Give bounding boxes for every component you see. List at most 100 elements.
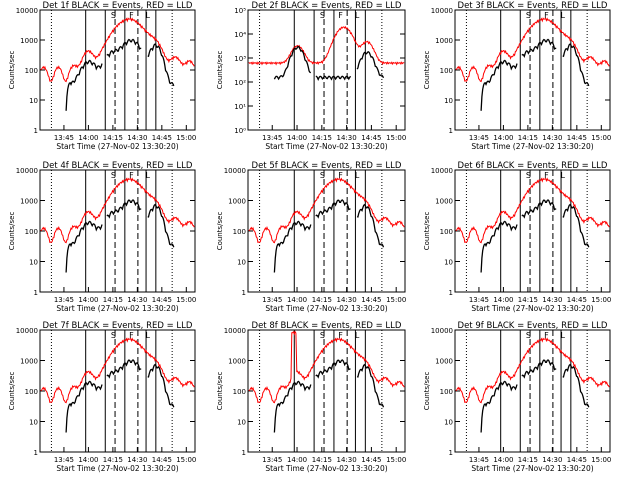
x-tick-label: 13:45 bbox=[54, 296, 74, 304]
x-tick-label: 15:00 bbox=[591, 296, 611, 304]
y-tick-label: 10 bbox=[444, 259, 453, 267]
x-tick-label: 14:30 bbox=[127, 296, 147, 304]
interval-marker-label: F bbox=[129, 331, 134, 340]
detector-panel-6: Det 6f BLACK = Events, RED = LLD 1 10 100 10… bbox=[423, 161, 611, 313]
x-tick-label: 14:15 bbox=[518, 456, 538, 464]
panel-title: Det 6f BLACK = Events, RED = LLD bbox=[458, 161, 608, 171]
y-tick-label: 1000 bbox=[228, 198, 246, 206]
y-axis-label: Counts/sec bbox=[8, 51, 16, 90]
series-line-events bbox=[65, 199, 175, 273]
y-tick-label: 10000 bbox=[431, 167, 453, 175]
interval-marker-label: L bbox=[355, 171, 360, 180]
interval-marker-label: F bbox=[544, 171, 549, 180]
x-tick-label: 15:00 bbox=[591, 134, 611, 142]
interval-marker-label: L bbox=[560, 11, 565, 20]
y-tick-label: 10 bbox=[29, 419, 38, 427]
x-tick-label: 14:30 bbox=[542, 296, 562, 304]
x-axis-label: Start Time (27-Nov-02 13:30:20) bbox=[56, 464, 178, 473]
x-tick-label: 14:00 bbox=[493, 456, 513, 464]
y-axis-label: Counts/sec bbox=[216, 212, 224, 251]
interval-marker-label: S bbox=[111, 171, 116, 180]
x-axis-label: Start Time (27-Nov-02 13:30:20) bbox=[471, 464, 593, 473]
y-tick-label: 10000 bbox=[16, 7, 38, 15]
x-tick-label: 14:15 bbox=[103, 296, 123, 304]
y-tick-label: 10 bbox=[29, 97, 38, 105]
y-axis-label: Counts/sec bbox=[8, 212, 16, 251]
x-tick-label: 14:00 bbox=[287, 134, 307, 142]
interval-marker-label: L bbox=[145, 11, 150, 20]
series-line-lld bbox=[455, 177, 610, 244]
interval-marker-label: S bbox=[526, 171, 531, 180]
x-tick-label: 14:45 bbox=[567, 296, 587, 304]
series-line-events bbox=[480, 359, 590, 433]
x-tick-label: 14:15 bbox=[518, 134, 538, 142]
y-tick-label: 10000 bbox=[224, 167, 246, 175]
x-tick-label: 14:30 bbox=[542, 134, 562, 142]
y-tick-label: 1 bbox=[449, 127, 453, 135]
x-tick-label: 14:30 bbox=[337, 456, 357, 464]
y-axis-label: Counts/sec bbox=[216, 372, 224, 411]
interval-marker-label: S bbox=[526, 331, 531, 340]
x-tick-label: 14:30 bbox=[337, 134, 357, 142]
y-axis-label: Counts/sec bbox=[423, 212, 431, 251]
y-tick-label: 10⁰ bbox=[234, 127, 246, 135]
series-line-lld bbox=[455, 337, 610, 404]
x-tick-label: 14:45 bbox=[152, 134, 172, 142]
y-tick-label: 1000 bbox=[228, 358, 246, 366]
x-tick-label: 15:00 bbox=[591, 456, 611, 464]
x-tick-label: 14:45 bbox=[567, 134, 587, 142]
interval-marker-label: F bbox=[544, 11, 549, 20]
panel-title: Det 9f BLACK = Events, RED = LLD bbox=[458, 321, 608, 331]
interval-marker-label: S bbox=[320, 11, 325, 20]
y-tick-label: 1000 bbox=[20, 358, 38, 366]
y-axis-label: Counts/sec bbox=[423, 372, 431, 411]
series-line-lld bbox=[40, 337, 195, 404]
y-tick-label: 1 bbox=[34, 449, 38, 457]
y-axis-label: Counts/sec bbox=[8, 372, 16, 411]
series-line-events bbox=[480, 199, 590, 273]
plot-frame bbox=[247, 9, 406, 131]
x-tick-label: 14:30 bbox=[127, 456, 147, 464]
y-tick-label: 10⁴ bbox=[234, 31, 246, 39]
x-tick-label: 13:45 bbox=[469, 296, 489, 304]
detector-panel-8: Det 8f BLACK = Events, RED = LLD 1 10 100 10… bbox=[216, 321, 406, 473]
x-tick-label: 15:00 bbox=[176, 296, 196, 304]
interval-marker-label: F bbox=[544, 331, 549, 340]
x-tick-label: 14:15 bbox=[312, 456, 332, 464]
series-line-lld bbox=[40, 177, 195, 244]
y-tick-label: 10⁵ bbox=[234, 7, 246, 15]
x-tick-label: 15:00 bbox=[386, 134, 406, 142]
interval-marker-label: L bbox=[355, 11, 360, 20]
interval-marker-label: S bbox=[320, 331, 325, 340]
y-tick-label: 1 bbox=[449, 289, 453, 297]
y-tick-label: 100 bbox=[233, 388, 246, 396]
y-axis-label: Counts/sec bbox=[423, 51, 431, 90]
interval-marker-label: L bbox=[145, 171, 150, 180]
y-tick-label: 1000 bbox=[20, 198, 38, 206]
x-tick-label: 14:15 bbox=[312, 296, 332, 304]
y-tick-label: 100 bbox=[25, 388, 38, 396]
x-tick-label: 14:15 bbox=[312, 134, 332, 142]
series-line-events bbox=[65, 38, 175, 111]
x-axis-label: Start Time (27-Nov-02 13:30:20) bbox=[265, 464, 387, 473]
y-tick-label: 10000 bbox=[16, 167, 38, 175]
x-tick-label: 14:15 bbox=[103, 456, 123, 464]
panel-title: Det 8f BLACK = Events, RED = LLD bbox=[252, 321, 402, 331]
y-axis-label: Counts/sec bbox=[216, 51, 224, 90]
x-tick-label: 14:45 bbox=[567, 456, 587, 464]
x-tick-label: 14:45 bbox=[361, 134, 381, 142]
x-axis-label: Start Time (27-Nov-02 13:30:20) bbox=[265, 142, 387, 151]
x-tick-label: 13:45 bbox=[54, 456, 74, 464]
interval-marker-label: F bbox=[129, 11, 134, 20]
x-tick-label: 13:45 bbox=[262, 456, 282, 464]
x-axis-label: Start Time (27-Nov-02 13:30:20) bbox=[471, 142, 593, 151]
y-tick-label: 1000 bbox=[435, 37, 453, 45]
x-tick-label: 13:45 bbox=[262, 296, 282, 304]
detector-panel-3: Det 3f BLACK = Events, RED = LLD 1 10 100 10… bbox=[423, 1, 611, 151]
interval-marker-label: F bbox=[338, 331, 343, 340]
series-line-lld bbox=[40, 17, 195, 83]
series-line-events bbox=[65, 359, 175, 433]
series-line-lld bbox=[248, 177, 405, 244]
y-tick-label: 100 bbox=[233, 228, 246, 236]
